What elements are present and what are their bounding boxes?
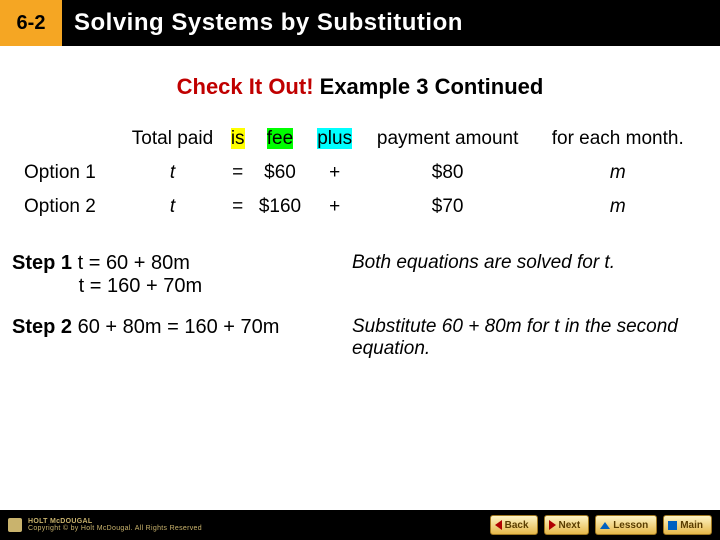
step-note: Substitute 60 + 80m for t in the second … xyxy=(352,316,720,360)
cell-fee: $60 xyxy=(250,156,309,190)
main-label: Main xyxy=(680,520,703,531)
step-row: Step 1 t = 60 + 80m t = 160 + 70m Both e… xyxy=(12,252,720,298)
cell-fee: $160 xyxy=(250,190,309,224)
header-is: is xyxy=(225,122,251,156)
cell-t: t xyxy=(120,190,225,224)
step-label: Step 1 xyxy=(12,252,72,274)
main-button[interactable]: Main xyxy=(663,515,712,535)
next-button[interactable]: Next xyxy=(544,515,590,535)
subtitle-rest: Example 3 Continued xyxy=(314,74,544,99)
triangle-up-icon xyxy=(600,522,610,529)
cell-eq: = xyxy=(225,156,251,190)
steps-block: Step 1 t = 60 + 80m t = 160 + 70m Both e… xyxy=(12,252,720,360)
lesson-button[interactable]: Lesson xyxy=(595,515,657,535)
header-fee: fee xyxy=(250,122,309,156)
slide-header: 6-2 Solving Systems by Substitution xyxy=(0,0,720,46)
cell-amount: $70 xyxy=(360,190,536,224)
table-row: Option 2 t = $160 + $70 m xyxy=(20,190,700,224)
cell-eq: = xyxy=(225,190,251,224)
publisher-logo-icon xyxy=(8,518,22,532)
row-label: Option 2 xyxy=(20,190,120,224)
header-payment: payment amount xyxy=(360,122,536,156)
step-note: Both equations are solved for t. xyxy=(352,252,720,274)
triangle-left-icon xyxy=(495,520,502,530)
step-row: Step 2 60 + 80m = 160 + 70m Substitute 6… xyxy=(12,316,720,360)
cell-m: m xyxy=(535,156,700,190)
subtitle-emphasis: Check It Out! xyxy=(177,74,314,99)
nav-buttons: Back Next Lesson Main xyxy=(490,515,712,535)
publisher-name: HOLT McDOUGAL xyxy=(28,518,202,525)
lesson-badge: 6-2 xyxy=(0,0,62,46)
equation-table: Total paid is fee plus payment amount fo… xyxy=(20,122,700,224)
subtitle: Check It Out! Example 3 Continued xyxy=(0,74,720,100)
table-row: Option 1 t = $60 + $80 m xyxy=(20,156,700,190)
back-button[interactable]: Back xyxy=(490,515,538,535)
footer-bar: HOLT McDOUGAL Copyright © by Holt McDoug… xyxy=(0,510,720,540)
header-foreach: for each month. xyxy=(535,122,700,156)
cell-t: t xyxy=(120,156,225,190)
cell-m: m xyxy=(535,190,700,224)
header-total: Total paid xyxy=(120,122,225,156)
slide-title: Solving Systems by Substitution xyxy=(74,9,463,37)
cell-amount: $80 xyxy=(360,156,536,190)
table-header-row: Total paid is fee plus payment amount fo… xyxy=(20,122,700,156)
next-label: Next xyxy=(559,520,581,531)
header-empty xyxy=(20,122,120,156)
square-icon xyxy=(668,521,677,530)
lesson-label: Lesson xyxy=(613,520,648,531)
copyright: HOLT McDOUGAL Copyright © by Holt McDoug… xyxy=(8,518,202,532)
back-label: Back xyxy=(505,520,529,531)
cell-plus: + xyxy=(310,156,360,190)
header-plus: plus xyxy=(310,122,360,156)
step-left: Step 1 t = 60 + 80m t = 160 + 70m xyxy=(12,252,352,298)
cell-plus: + xyxy=(310,190,360,224)
triangle-right-icon xyxy=(549,520,556,530)
step-equations: 60 + 80m = 160 + 70m xyxy=(72,316,279,338)
step-left: Step 2 60 + 80m = 160 + 70m xyxy=(12,316,352,339)
step-label: Step 2 xyxy=(12,316,72,338)
row-label: Option 1 xyxy=(20,156,120,190)
copyright-text: Copyright © by Holt McDougal. All Rights… xyxy=(28,525,202,532)
